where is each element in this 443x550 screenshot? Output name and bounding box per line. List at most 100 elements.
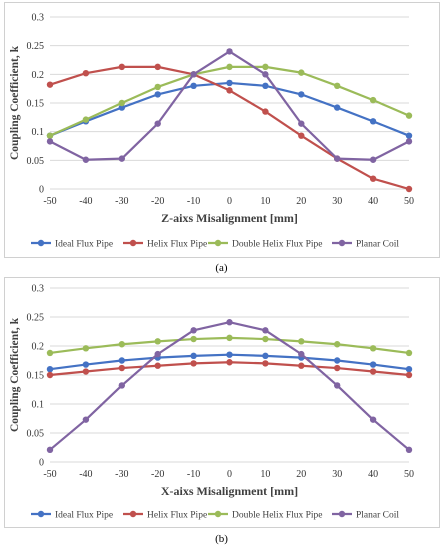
- legend-label: Helix Flux Pipe: [147, 511, 207, 521]
- x-tick-label: 40: [368, 469, 378, 480]
- chart-a-svg: 0 0.05 0.1 0.15 0.2 0.25 0.3 -50 -40 -30 -20 -10 0 10…: [9, 13, 414, 250]
- data-point: [154, 362, 161, 369]
- data-point: [46, 446, 54, 454]
- x-tick-label: -30: [115, 196, 128, 207]
- data-point: [298, 338, 305, 345]
- data-point: [262, 327, 269, 334]
- data-point: [226, 48, 233, 55]
- data-point: [154, 338, 161, 345]
- data-point: [118, 63, 126, 71]
- data-point: [118, 382, 126, 389]
- data-point: [82, 116, 90, 123]
- x-tick-label: 20: [296, 196, 306, 207]
- caption-a: (a): [215, 262, 228, 274]
- y-tick-label: 0.3: [32, 284, 45, 295]
- data-point: [154, 120, 161, 127]
- legend-swatch-marker: [37, 239, 45, 247]
- y-tick-label: 0.15: [27, 99, 45, 110]
- x-axis-title: Z-aixs Misalignment [mm]: [161, 211, 298, 225]
- x-tick-label: 20: [296, 469, 306, 480]
- y-tick-label: 0.25: [27, 41, 45, 52]
- x-tick-label: -50: [43, 196, 56, 207]
- data-point: [405, 138, 413, 145]
- data-point: [262, 71, 269, 78]
- y-tick-label: 0: [39, 185, 44, 196]
- data-point: [190, 360, 197, 367]
- data-point: [118, 364, 126, 372]
- data-point: [262, 335, 269, 343]
- x-tick-label: 0: [227, 469, 232, 480]
- data-point: [118, 341, 126, 348]
- data-point: [369, 118, 377, 125]
- data-point: [298, 91, 305, 98]
- data-point: [46, 132, 54, 139]
- x-tick-label: 10: [260, 196, 270, 207]
- x-tick-label: -10: [187, 196, 200, 207]
- y-tick-label: 0.15: [27, 371, 45, 382]
- y-axis-title: Coupling Coefficient, k: [9, 317, 21, 432]
- x-tick-label: 30: [332, 196, 342, 207]
- legend-label: Double Helix Flux Pipe: [232, 240, 323, 250]
- chart-panel-a: 0 0.05 0.1 0.15 0.2 0.25 0.3 -50 -40 -30 -20 -10 0 10…: [4, 2, 440, 258]
- data-point: [369, 361, 377, 368]
- data-point: [118, 99, 126, 107]
- y-tick-label: 0.2: [32, 342, 45, 353]
- data-point: [118, 104, 126, 111]
- y-tick-label: 0.1: [32, 127, 45, 138]
- data-point: [226, 359, 233, 366]
- data-point: [369, 156, 377, 163]
- data-point: [226, 63, 233, 71]
- legend-label: Helix Flux Pipe: [147, 240, 207, 250]
- data-point: [262, 108, 269, 115]
- data-point: [405, 366, 413, 373]
- data-point: [118, 155, 126, 162]
- series-line: [49, 321, 410, 451]
- data-point: [262, 63, 269, 71]
- data-point: [298, 69, 305, 76]
- legend-swatch-marker: [214, 510, 222, 518]
- data-point: [46, 81, 54, 88]
- data-point: [334, 357, 341, 364]
- x-tick-label: -20: [151, 196, 164, 207]
- x-tick-label: -40: [79, 196, 92, 207]
- data-point: [82, 361, 90, 368]
- data-point: [405, 112, 413, 119]
- legend-label: Planar Coil: [356, 511, 399, 521]
- x-tick-label: -40: [79, 469, 92, 480]
- y-tick-label: 0.25: [27, 313, 45, 324]
- data-point: [334, 341, 341, 348]
- data-point: [334, 364, 341, 372]
- x-axis-title: X-aixs Misalignment [mm]: [161, 484, 298, 498]
- x-tick-label: 10: [260, 469, 270, 480]
- data-point: [190, 352, 197, 360]
- y-tick-label: 0.1: [32, 400, 45, 411]
- data-point: [226, 351, 233, 358]
- y-tick-label: 0.05: [27, 156, 45, 167]
- legend-label: Planar Coil: [356, 240, 399, 250]
- data-point: [334, 82, 341, 90]
- legend-swatch-marker: [338, 510, 346, 518]
- x-tick-label: 0: [227, 196, 232, 207]
- data-point: [46, 366, 54, 373]
- x-tick-label: 50: [404, 469, 414, 480]
- caption-b: (b): [215, 533, 228, 545]
- x-tick-label: 30: [332, 469, 342, 480]
- data-point: [369, 368, 377, 375]
- y-tick-label: 0: [39, 458, 44, 469]
- data-point: [334, 382, 341, 389]
- data-point: [190, 82, 197, 90]
- x-tick-label: -50: [43, 469, 56, 480]
- data-point: [298, 362, 305, 369]
- data-point: [334, 104, 341, 111]
- y-axis-title: Coupling Coefficient, k: [9, 45, 21, 160]
- legend-swatch-marker: [338, 239, 346, 247]
- data-point: [262, 352, 269, 360]
- data-point: [226, 319, 233, 326]
- chart-panel-b: 0 0.05 0.1 0.15 0.2 0.25 0.3 -50 -40 -30 -20 -10 0 10…: [4, 277, 440, 528]
- data-point: [46, 371, 54, 379]
- legend-label: Double Helix Flux Pipe: [232, 511, 323, 521]
- legend-swatch-marker: [214, 239, 222, 247]
- legend-swatch-marker: [129, 510, 137, 518]
- data-point: [46, 349, 54, 357]
- data-point: [405, 446, 413, 454]
